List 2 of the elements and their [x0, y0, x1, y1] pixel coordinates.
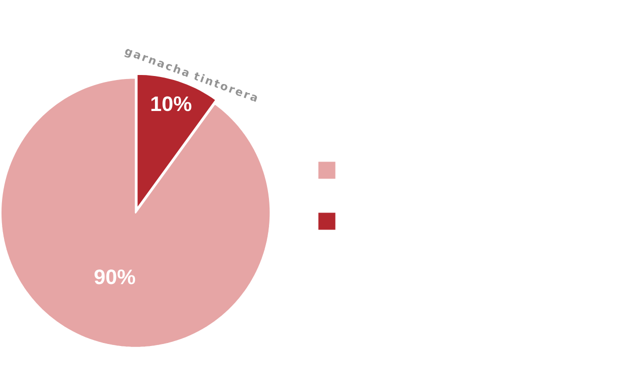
data-label: 10% [151, 96, 192, 112]
data-label: 90% [94, 270, 136, 284]
